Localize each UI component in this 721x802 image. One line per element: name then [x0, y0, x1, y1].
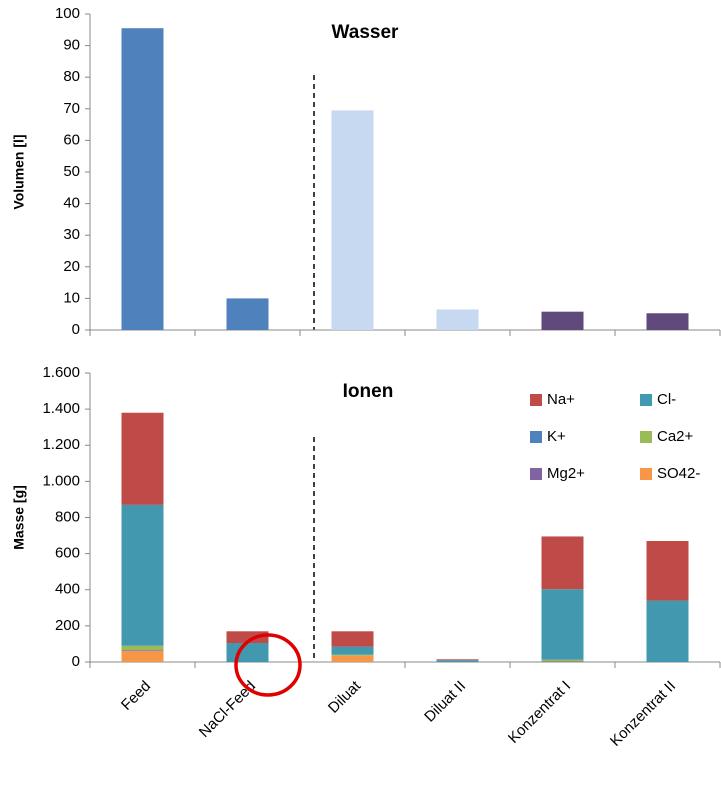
x-tick-label: Konzentrat II	[607, 678, 679, 750]
y-tick-label: 600	[55, 545, 80, 562]
y-tick-label: 40	[63, 195, 80, 212]
bar	[541, 311, 584, 330]
bar-segment	[121, 412, 164, 505]
legend-swatch	[640, 431, 652, 443]
y-tick-label: 70	[63, 100, 80, 117]
y-tick-label: 800	[55, 508, 80, 525]
y-tick-label: 100	[55, 5, 80, 22]
bar-segment	[436, 659, 479, 661]
bar-segment	[226, 631, 269, 644]
bar-segment	[541, 659, 584, 662]
legend-label: Cl-	[657, 391, 676, 408]
x-tick-label: Konzentrat I	[505, 678, 574, 747]
chart-title: Wasser	[332, 22, 399, 43]
bar-segment	[331, 646, 374, 655]
legend-swatch	[530, 394, 542, 406]
x-tick-label: Diluat II	[421, 678, 469, 726]
y-tick-label: 90	[63, 37, 80, 54]
bar-segment	[646, 540, 689, 601]
legend-swatch	[530, 431, 542, 443]
bar-segment	[121, 650, 164, 652]
y-tick-label: 10	[63, 289, 80, 306]
y-tick-label: 60	[63, 131, 80, 148]
y-tick-label: 1.400	[42, 400, 80, 417]
y-tick-label: 50	[63, 163, 80, 180]
y-tick-label: 0	[72, 653, 80, 670]
x-tick-label: Feed	[118, 678, 154, 714]
bar	[121, 28, 164, 330]
bar	[646, 313, 689, 330]
y-tick-label: 1.000	[42, 472, 80, 489]
legend-label: Ca2+	[657, 428, 694, 445]
y-tick-label: 400	[55, 581, 80, 598]
y-axis-label: Masse [g]	[11, 485, 27, 550]
bar-segment	[331, 631, 374, 647]
bar	[331, 110, 374, 330]
highlight-circle	[234, 633, 302, 697]
y-tick-label: 20	[63, 258, 80, 275]
x-tick-label: NaCl-Feed	[196, 678, 259, 741]
legend-swatch	[640, 468, 652, 480]
legend-swatch	[640, 394, 652, 406]
bar-segment	[121, 504, 164, 646]
chart-title: Ionen	[343, 381, 394, 402]
y-tick-label: 1.200	[42, 436, 80, 453]
bar	[436, 309, 479, 330]
y-axis-label: Volumen [l]	[11, 134, 27, 209]
y-tick-label: 1.600	[42, 364, 80, 381]
bar-segment	[121, 645, 164, 651]
bar	[226, 298, 269, 330]
y-tick-label: 200	[55, 617, 80, 634]
bar-segment	[646, 600, 689, 662]
bar-segment	[121, 651, 164, 662]
bar-segment	[226, 643, 269, 662]
bar-segment	[541, 589, 584, 660]
y-tick-label: 0	[72, 321, 80, 338]
bar-segment	[331, 654, 374, 656]
legend-swatch	[530, 468, 542, 480]
legend-label: SO42-	[657, 465, 700, 482]
bar-segment	[541, 536, 584, 590]
x-tick-label: Diluat	[325, 677, 365, 717]
legend-label: Mg2+	[547, 465, 585, 482]
bar-segment	[436, 660, 479, 662]
legend-label: Na+	[547, 391, 575, 408]
y-tick-label: 30	[63, 226, 80, 243]
bar-segment	[331, 655, 374, 662]
bar-segment	[541, 661, 584, 662]
y-tick-label: 80	[63, 68, 80, 85]
legend-label: K+	[547, 428, 566, 445]
